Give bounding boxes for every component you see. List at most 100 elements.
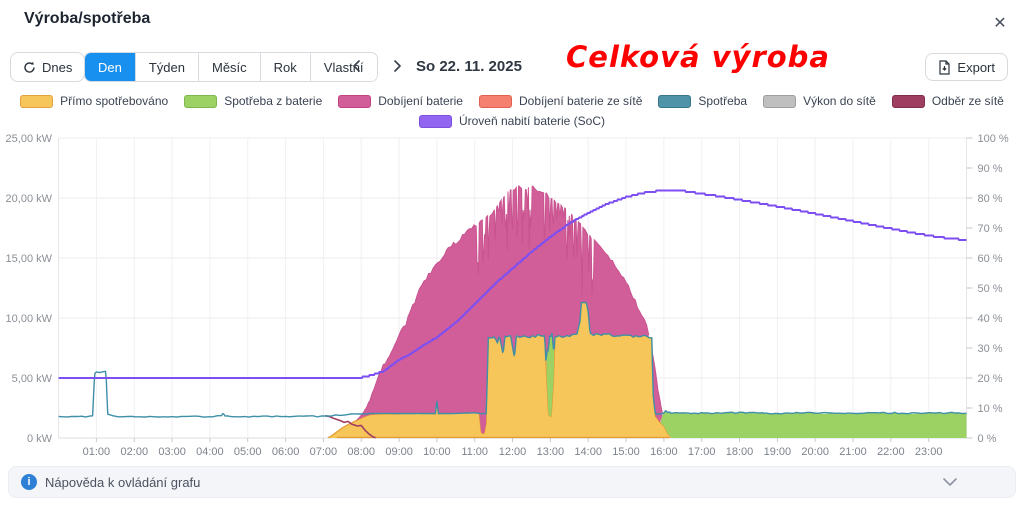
legend-swatch <box>184 94 218 108</box>
legend-label: Výkon do sítě <box>803 94 876 108</box>
help-bar-label: Nápověda k ovládání grafu <box>45 474 201 490</box>
x-tick-label: 18:00 <box>726 446 754 458</box>
edge-dobijeni-baterie <box>356 185 663 421</box>
area-dobijeni-baterie <box>356 186 663 434</box>
x-tick-label: 12:00 <box>499 446 527 458</box>
area-spotreba-z-baterie <box>546 333 967 438</box>
legend-item[interactable]: Přímo spotřebováno <box>20 94 168 108</box>
legend-label: Dobíjení baterie ze sítě <box>518 94 643 108</box>
y-right-tick-label: 30 % <box>978 343 1003 355</box>
y-left-tick-label: 0 kW <box>27 433 53 445</box>
x-tick-label: 01:00 <box>83 446 111 458</box>
export-button[interactable]: Export <box>925 53 1008 81</box>
range-tab-group: Den Týden Měsíc Rok Vlastní <box>84 52 378 82</box>
x-tick-label: 16:00 <box>650 446 678 458</box>
y-right-tick-label: 0 % <box>978 433 997 445</box>
chevron-down-icon <box>943 478 957 486</box>
x-tick-label: 13:00 <box>537 446 565 458</box>
legend-swatch <box>478 94 512 108</box>
x-tick-label: 11:00 <box>461 446 488 458</box>
legend-item[interactable]: Úroveň nabití baterie (SoC) <box>418 114 606 128</box>
legend-row-1: Přímo spotřebováno Spotřeba z baterie Dobí… <box>0 94 1024 108</box>
y-right-tick-label: 100 % <box>978 133 1009 145</box>
chart-svg: 25,00 kW 20,00 kW 15,00 kW 10,00 kW 5,00 kW 0… <box>6 133 1009 458</box>
y-right-tick-label: 20 % <box>978 373 1003 385</box>
date-label: So 22. 11. 2025 <box>416 58 522 75</box>
annotation-celkova-vyroba: Celková výroba <box>566 40 830 74</box>
legend-label: Odběr ze sítě <box>931 94 1004 108</box>
legend-swatch <box>20 94 54 108</box>
y-right-tick-label: 50 % <box>978 283 1003 295</box>
today-button-label: Dnes <box>42 59 73 75</box>
x-tick-label: 06:00 <box>272 446 300 458</box>
range-tab-měsíc[interactable]: Měsíc <box>199 53 261 81</box>
y-right-tick-label: 10 % <box>978 403 1003 415</box>
x-tick-label: 15:00 <box>612 446 640 458</box>
x-tick-label: 22:00 <box>877 446 905 458</box>
x-tick-label: 03:00 <box>158 446 186 458</box>
legend-label: Spotřeba <box>698 94 748 108</box>
toolbar: Dnes Den Týden Měsíc Rok Vlastní So 22. 11. … <box>0 52 1024 82</box>
y-right-tick-label: 60 % <box>978 253 1003 265</box>
legend-swatch <box>891 94 925 108</box>
area-primo-spotrebovano <box>327 302 671 438</box>
y-right-tick-label: 40 % <box>978 313 1003 325</box>
info-icon: i <box>21 474 37 490</box>
x-tick-label: 04:00 <box>196 446 224 458</box>
production-consumption-chart[interactable]: 25,00 kW 20,00 kW 15,00 kW 10,00 kW 5,00 kW 0… <box>0 130 1024 460</box>
legend-label: Úroveň nabití baterie (SoC) <box>458 114 606 128</box>
x-tick-label: 08:00 <box>347 446 375 458</box>
legend-item[interactable]: Dobíjení baterie <box>338 94 463 108</box>
range-tab-den[interactable]: Den <box>85 53 136 81</box>
x-tick-label: 07:00 <box>310 446 338 458</box>
legend-label: Dobíjení baterie <box>378 94 463 108</box>
x-tick-label: 05:00 <box>234 446 262 458</box>
y-left-tick-label: 25,00 kW <box>6 133 53 145</box>
range-tab-týden[interactable]: Týden <box>135 53 199 81</box>
y-left-tick-label: 20,00 kW <box>6 193 53 205</box>
x-tick-label: 09:00 <box>385 446 413 458</box>
close-icon[interactable]: ✕ <box>988 12 1012 36</box>
x-tick-label: 14:00 <box>574 446 602 458</box>
legend-label: Spotřeba z baterie <box>224 94 323 108</box>
legend-item[interactable]: Odběr ze sítě <box>891 94 1004 108</box>
refresh-icon <box>24 61 35 73</box>
range-tab-vlastní[interactable]: Vlastní <box>310 53 377 81</box>
page-title: Výroba/spotřeba <box>24 10 151 27</box>
legend-row-2: Úroveň nabití baterie (SoC) <box>0 114 1024 128</box>
export-button-label: Export <box>957 59 995 75</box>
chevron-right-icon <box>394 59 401 72</box>
x-tick-label: 19:00 <box>764 446 792 458</box>
y-left-tick-label: 15,00 kW <box>6 253 53 265</box>
range-tab-rok[interactable]: Rok <box>260 53 311 81</box>
chevron-left-icon <box>353 59 360 72</box>
legend-item[interactable]: Dobíjení baterie ze sítě <box>478 94 643 108</box>
legend-item[interactable]: Spotřeba <box>658 94 747 108</box>
x-tick-label: 17:00 <box>688 446 716 458</box>
x-tick-label: 20:00 <box>801 446 829 458</box>
y-left-tick-label: 5,00 kW <box>12 373 53 385</box>
legend-swatch <box>418 114 452 128</box>
y-right-tick-label: 70 % <box>978 223 1003 235</box>
help-bar[interactable]: i Nápověda k ovládání grafu <box>8 466 1016 498</box>
x-tick-label: 10:00 <box>423 446 451 458</box>
y-right-tick-label: 90 % <box>978 163 1003 175</box>
legend-item[interactable]: Spotřeba z baterie <box>184 94 322 108</box>
legend-item[interactable]: Výkon do sítě <box>763 94 876 108</box>
y-right-tick-label: 80 % <box>978 193 1003 205</box>
export-file-icon <box>939 59 951 75</box>
legend-swatch <box>658 94 692 108</box>
legend-swatch <box>338 94 372 108</box>
x-tick-label: 02:00 <box>121 446 149 458</box>
line-soc <box>58 189 967 379</box>
y-left-tick-label: 10,00 kW <box>6 313 53 325</box>
line-spotreba <box>58 301 967 418</box>
legend-swatch <box>763 94 797 108</box>
prev-day-button[interactable] <box>344 54 370 80</box>
x-tick-label: 21:00 <box>839 446 867 458</box>
next-day-button[interactable] <box>384 54 410 80</box>
line-odber-ze-site <box>325 415 376 439</box>
x-tick-label: 23:00 <box>915 446 943 458</box>
today-button[interactable]: Dnes <box>10 52 86 82</box>
legend-label: Přímo spotřebováno <box>60 94 169 108</box>
